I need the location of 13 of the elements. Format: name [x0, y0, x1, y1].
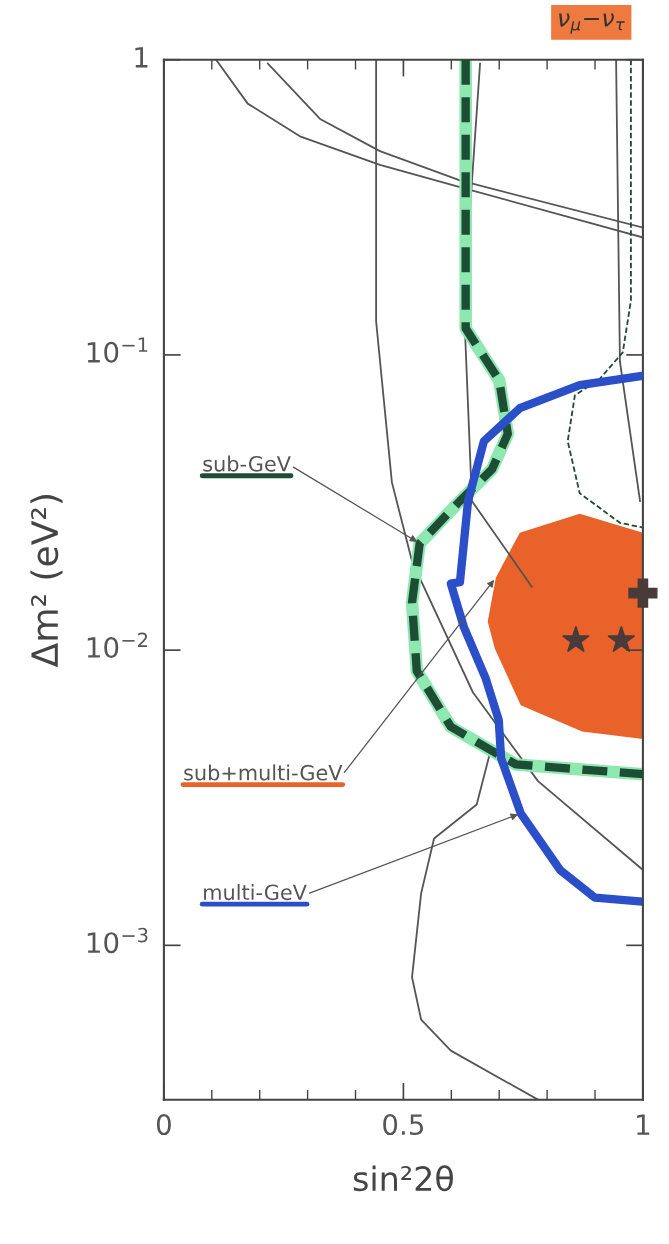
- y-tick-label: 1: [135, 47, 148, 68]
- x-axis-title: sin²2θ: [353, 1165, 453, 1192]
- x-tick-label: 1: [637, 1114, 650, 1135]
- x-tick-label: 0.5: [383, 1114, 424, 1136]
- text: sub+multi-GeV: [184, 764, 343, 781]
- y-axis-title: Δm² (eV²): [30, 495, 63, 668]
- y-tick-label: 10$^{−3}$: [87, 927, 148, 954]
- x-tick-label: 0: [156, 1114, 171, 1136]
- y-tick-label: 10$^{−1}$: [87, 337, 148, 363]
- y-tick-label: 10$^{−2}$: [87, 632, 148, 658]
- text: multi-GeV: [204, 884, 307, 901]
- text: sub-GeV: [203, 455, 291, 472]
- chart-title: ν$_{μ}$−ν$_{τ}$: [559, 13, 625, 34]
